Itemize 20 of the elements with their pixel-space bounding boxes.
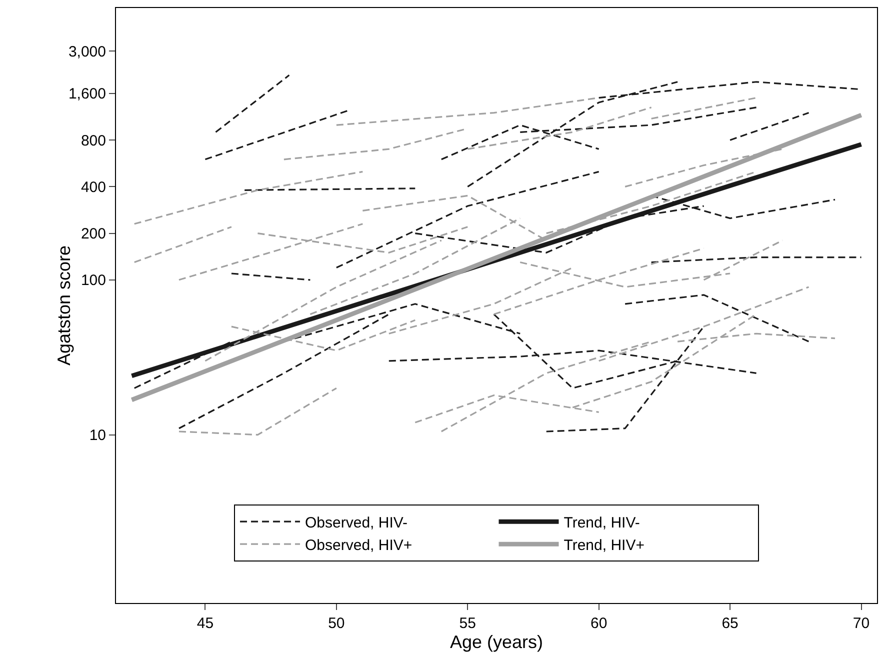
x-tick-label: 55 <box>459 615 476 632</box>
y-tick-label: 200 <box>80 226 106 243</box>
x-tick-label: 50 <box>328 615 345 632</box>
x-tick-label: 60 <box>590 615 608 632</box>
y-tick-label: 100 <box>80 272 106 290</box>
x-axis-title: Age (years) <box>450 632 544 652</box>
legend-label: Observed, HIV+ <box>305 536 412 554</box>
line-series <box>129 112 864 402</box>
legend-label: Observed, HIV- <box>305 514 408 532</box>
y-tick-label: 1,600 <box>68 86 106 103</box>
y-tick-label: 400 <box>80 178 106 196</box>
legend-label: Trend, HIV- <box>564 514 640 532</box>
x-tick-label: 65 <box>722 615 738 632</box>
y-tick-label: 10 <box>89 427 106 444</box>
legend-label: Trend, HIV+ <box>564 536 645 554</box>
y-tick-label: 3,000 <box>68 43 106 60</box>
x-tick-label: 45 <box>196 615 214 632</box>
x-tick-label: 70 <box>852 615 870 632</box>
y-axis-title: Agatston score <box>54 245 74 366</box>
y-tick-label: 800 <box>80 132 106 150</box>
